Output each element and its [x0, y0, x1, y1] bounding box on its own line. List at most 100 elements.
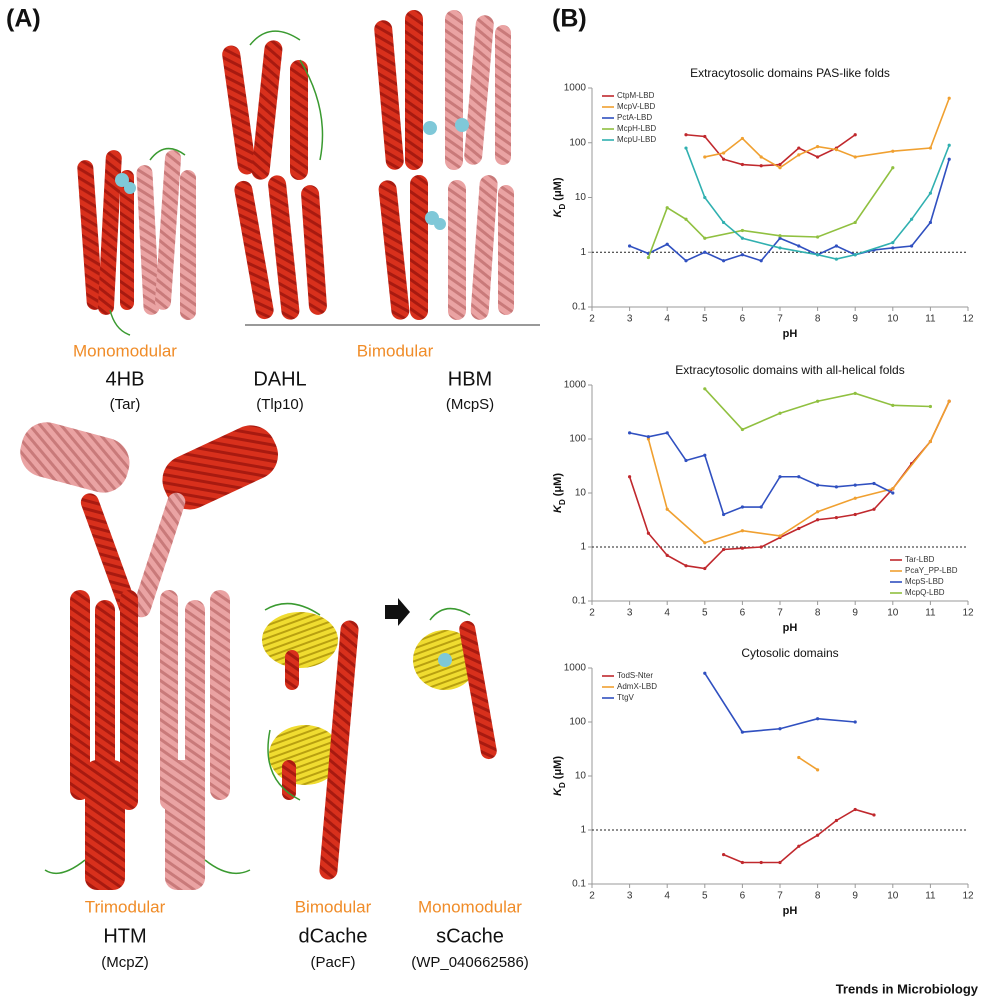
data-point — [722, 259, 726, 263]
data-point — [928, 220, 933, 225]
data-point — [797, 526, 801, 531]
structure-dcache — [262, 602, 359, 880]
x-tick-label: 2 — [589, 891, 595, 902]
data-point — [740, 253, 745, 257]
panel-label: (A) — [6, 5, 41, 33]
data-point — [646, 255, 651, 260]
data-point — [703, 566, 707, 571]
data-point — [872, 481, 876, 486]
data-point — [665, 507, 669, 511]
data-point — [797, 755, 801, 760]
chart: Cytosolic domains 0.1 1 10 100 1000 2 3 4 5 6 7 8 9 10… — [552, 646, 974, 917]
data-point — [910, 244, 914, 248]
x-tick-label: 9 — [852, 314, 858, 325]
y-tick-label: 1 — [580, 247, 586, 258]
data-point — [797, 844, 801, 848]
legend-label: PctA-LBD — [617, 113, 652, 122]
data-point — [722, 220, 726, 225]
data-point — [910, 217, 914, 221]
series-line — [685, 144, 950, 260]
x-tick-label: 4 — [664, 891, 670, 902]
protein-label: (McpZ) — [101, 954, 149, 971]
x-tick-label: 10 — [887, 314, 899, 325]
series-line — [685, 133, 856, 167]
data-point — [928, 439, 933, 444]
data-point — [703, 541, 707, 545]
series-line — [798, 756, 819, 771]
legend-label: PcaY_PP-LBD — [905, 566, 958, 575]
arrow — [385, 598, 410, 626]
data-point — [703, 236, 707, 240]
data-point — [665, 431, 669, 435]
data-point — [928, 191, 933, 195]
data-point — [722, 157, 726, 161]
data-point — [853, 807, 857, 812]
module-label: Trimodular — [85, 897, 166, 916]
y-axis-label-part: D — [558, 204, 567, 210]
y-axis-label-part: K — [552, 209, 564, 218]
data-point — [759, 259, 763, 263]
module-label: Bimodular — [295, 897, 372, 916]
data-point — [759, 164, 763, 168]
data-point — [665, 206, 669, 210]
data-point — [816, 399, 820, 403]
data-point — [853, 496, 857, 500]
data-point — [703, 155, 707, 159]
legend-label: TodS-Nter — [617, 671, 653, 680]
data-point — [891, 491, 895, 495]
y-axis-label-part: K — [552, 787, 564, 796]
data-point — [947, 96, 951, 100]
legend-label: McpV-LBD — [617, 102, 655, 111]
data-point — [722, 151, 726, 155]
data-point — [703, 453, 707, 457]
data-point — [816, 145, 820, 149]
data-point — [816, 768, 820, 772]
data-point — [853, 483, 857, 487]
x-tick-label: 3 — [627, 608, 633, 619]
x-tick-label: 10 — [887, 608, 899, 619]
structure-4hb — [77, 147, 196, 336]
data-point — [778, 246, 782, 250]
protein-label: (WP_040662586) — [411, 954, 529, 971]
y-tick-label: 0.1 — [572, 879, 586, 890]
data-point — [684, 133, 688, 137]
data-point — [778, 166, 782, 170]
series-line — [629, 159, 950, 262]
data-point — [928, 404, 933, 409]
data-point — [891, 149, 895, 153]
series-line — [704, 388, 931, 431]
x-tick-label: 6 — [740, 891, 746, 902]
legend-label: McpS-LBD — [905, 577, 944, 586]
protein-label: (McpS) — [446, 396, 494, 413]
data-point — [797, 146, 801, 150]
data-point — [816, 518, 820, 522]
data-point — [816, 253, 820, 257]
data-point — [853, 720, 857, 724]
data-point — [853, 133, 857, 137]
y-tick-label: 1 — [580, 825, 586, 836]
data-point — [834, 147, 839, 152]
data-point — [797, 475, 801, 479]
y-tick-label: 10 — [575, 192, 587, 203]
chart: Extracytosolic domains with all-helical … — [552, 363, 974, 634]
domain-label: 4HB — [106, 368, 145, 390]
data-point — [740, 529, 745, 533]
chart: Extracytosolic domains PAS-like folds 0.1… — [552, 66, 974, 340]
y-tick-label: 100 — [569, 434, 586, 445]
series-line — [704, 672, 856, 733]
module-label: Bimodular — [357, 341, 434, 360]
data-point — [703, 387, 707, 391]
data-point — [646, 437, 651, 441]
y-tick-label: 100 — [569, 137, 586, 148]
legend-label: McpH-LBD — [617, 124, 656, 133]
data-point — [684, 217, 688, 221]
structure-dahl — [222, 30, 327, 320]
x-tick-label: 6 — [740, 314, 746, 325]
data-point — [797, 244, 801, 248]
data-point — [684, 564, 688, 568]
series-line — [647, 400, 950, 544]
x-tick-label: 7 — [777, 314, 783, 325]
module-label: Monomodular — [73, 341, 177, 360]
data-point — [853, 155, 857, 159]
y-tick-label: 10 — [575, 488, 587, 499]
